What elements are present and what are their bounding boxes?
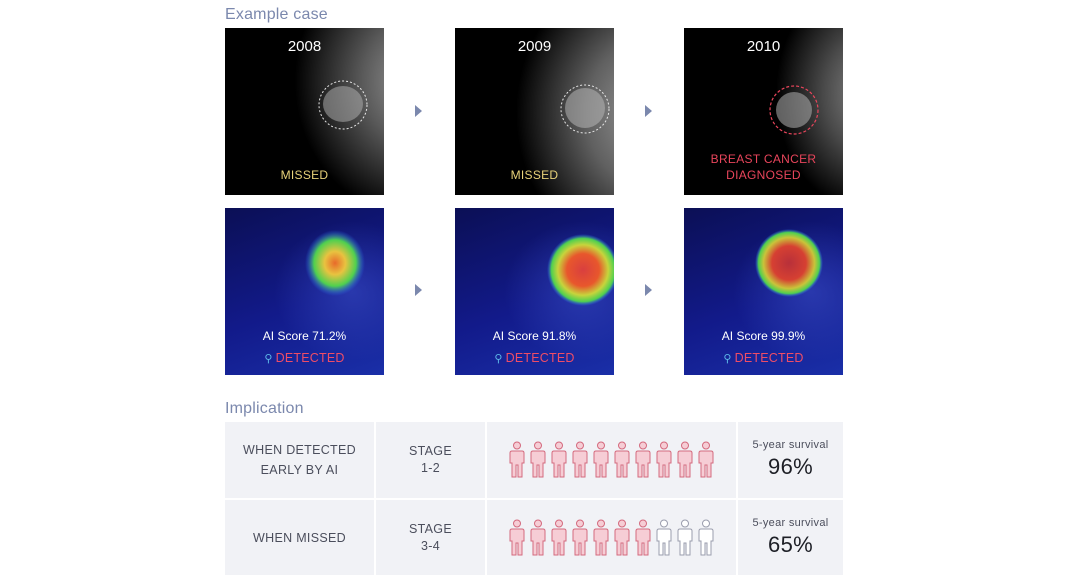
mammogram-2010: 2010 BREAST CANCER DIAGNOSED: [684, 28, 843, 195]
people-pictogram: [508, 519, 715, 557]
stage-cell: STAGE 3-4: [376, 500, 485, 575]
arrow-right-icon: [645, 105, 652, 117]
people-cell: [487, 422, 736, 498]
person-filled-icon: [635, 519, 651, 555]
example-case-title: Example case: [225, 6, 328, 23]
ai-score: AI Score 91.8%: [492, 329, 577, 343]
people-pictogram: [508, 441, 715, 479]
person-filled-icon: [530, 441, 546, 478]
person-filled-icon: [635, 441, 651, 478]
year-label: 2010: [746, 38, 781, 55]
link-icon: ⚲: [264, 353, 273, 365]
detected-label: ⚲ DETECTED: [684, 351, 843, 365]
person-filled-icon: [614, 519, 630, 555]
person-filled-icon: [593, 441, 609, 478]
mammogram-image: [744, 28, 843, 195]
person-filled-icon: [677, 441, 693, 478]
ai-score: AI Score 99.9%: [721, 329, 806, 343]
person-filled-icon: [551, 441, 567, 478]
status-cancer: BREAST CANCER DIAGNOSED: [684, 151, 843, 183]
person-filled-icon: [614, 441, 630, 478]
person-filled-icon: [572, 519, 588, 555]
link-icon: ⚲: [494, 353, 503, 365]
survival-cell: 5-year survival 96%: [738, 422, 843, 498]
stage-line: STAGE: [409, 521, 452, 536]
person-outline-icon: [656, 519, 672, 555]
person-filled-icon: [509, 519, 525, 555]
heatmap-image: [755, 229, 823, 297]
detected-text: DETECTED: [505, 351, 575, 365]
detected-text: DETECTED: [734, 351, 804, 365]
person-outline-icon: [698, 519, 714, 555]
survival-value: 96%: [768, 454, 813, 479]
status-missed: MISSED: [225, 167, 384, 183]
arrow-right-icon: [415, 105, 422, 117]
mammogram-image: [270, 28, 384, 195]
person-outline-icon: [677, 519, 693, 555]
stage-line: 1-2: [421, 461, 440, 475]
heatmap-2008: AI Score 71.2% ⚲ DETECTED: [225, 208, 384, 375]
condition-line: EARLY BY AI: [260, 463, 339, 477]
person-filled-icon: [572, 441, 588, 478]
heatmap-image: [305, 230, 365, 296]
person-filled-icon: [656, 441, 672, 478]
mammogram-2008: 2008 MISSED: [225, 28, 384, 195]
year-label: 2009: [517, 38, 552, 55]
detected-text: DETECTED: [275, 351, 345, 365]
condition-line: WHEN MISSED: [253, 530, 346, 545]
survival-label: 5-year survival: [752, 516, 829, 529]
arrow-right-icon: [415, 284, 422, 296]
stage-line: STAGE: [409, 444, 452, 458]
detected-label: ⚲ DETECTED: [225, 351, 384, 365]
link-icon: ⚲: [723, 353, 732, 365]
mammogram-image: [500, 28, 614, 195]
mammogram-2009: 2009 MISSED: [455, 28, 614, 195]
heatmap-2010: AI Score 99.9% ⚲ DETECTED: [684, 208, 843, 375]
status-line: MISSED: [510, 168, 559, 182]
detected-label: ⚲ DETECTED: [455, 351, 614, 365]
condition-cell: WHEN DETECTED EARLY BY AI: [225, 422, 374, 498]
person-filled-icon: [551, 519, 567, 555]
person-filled-icon: [698, 441, 714, 478]
stage-line: 3-4: [421, 538, 440, 553]
survival-value: 65%: [768, 531, 813, 557]
implication-title: Implication: [225, 400, 304, 417]
arrow-right-icon: [645, 284, 652, 296]
heatmap-2009: AI Score 91.8% ⚲ DETECTED: [455, 208, 614, 375]
status-missed: MISSED: [455, 167, 614, 183]
status-line: DIAGNOSED: [726, 168, 801, 182]
status-line: BREAST CANCER: [710, 152, 817, 166]
person-filled-icon: [509, 441, 525, 478]
ai-score: AI Score 71.2%: [262, 329, 347, 343]
person-filled-icon: [593, 519, 609, 555]
condition-cell: WHEN MISSED: [225, 500, 374, 575]
condition-line: WHEN DETECTED: [243, 443, 356, 457]
heatmap-image: [547, 234, 614, 306]
survival-cell: 5-year survival 65%: [738, 500, 843, 575]
survival-label: 5-year survival: [752, 439, 829, 451]
implication-table: WHEN DETECTED EARLY BY AI STAGE 1-2 5-ye…: [225, 422, 843, 575]
status-line: MISSED: [280, 168, 329, 182]
stage-cell: STAGE 1-2: [376, 422, 485, 498]
people-cell: [487, 500, 736, 575]
person-filled-icon: [530, 519, 546, 555]
year-label: 2008: [287, 38, 322, 55]
